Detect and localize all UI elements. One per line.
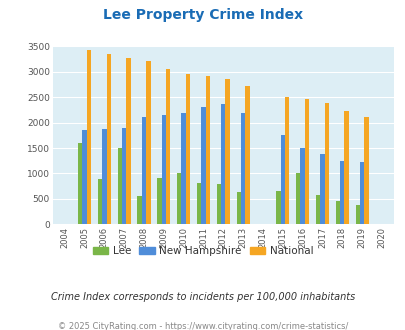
Bar [102,129,106,224]
Bar [335,202,339,224]
Bar [275,191,280,224]
Bar [181,114,185,224]
Bar [106,54,111,224]
Bar [236,192,240,224]
Bar [300,148,304,224]
Bar [126,58,130,224]
Bar [117,148,121,224]
Bar [221,104,225,224]
Bar [324,103,328,224]
Bar [359,162,363,224]
Bar [82,130,87,224]
Bar [280,135,284,224]
Bar [304,99,308,224]
Text: Crime Index corresponds to incidents per 100,000 inhabitants: Crime Index corresponds to incidents per… [51,292,354,302]
Text: © 2025 CityRating.com - https://www.cityrating.com/crime-statistics/: © 2025 CityRating.com - https://www.city… [58,322,347,330]
Bar [185,74,190,224]
Bar [355,205,359,224]
Bar [315,195,320,224]
Bar [146,61,150,224]
Bar [216,184,221,224]
Bar [137,196,141,224]
Bar [225,79,229,224]
Bar [240,114,245,224]
Bar [363,117,368,224]
Bar [320,154,324,224]
Bar [295,173,300,224]
Bar [141,117,146,224]
Bar [284,97,289,224]
Bar [177,174,181,224]
Bar [196,182,201,224]
Bar [205,76,209,224]
Bar [87,50,91,224]
Bar [157,178,161,224]
Bar [122,128,126,224]
Bar [166,69,170,224]
Legend: Lee, New Hampshire, National: Lee, New Hampshire, National [88,242,317,260]
Bar [98,179,102,224]
Bar [343,111,348,224]
Text: Lee Property Crime Index: Lee Property Crime Index [103,8,302,22]
Bar [339,161,343,224]
Bar [245,86,249,224]
Bar [78,143,82,224]
Bar [201,107,205,224]
Bar [161,115,166,224]
